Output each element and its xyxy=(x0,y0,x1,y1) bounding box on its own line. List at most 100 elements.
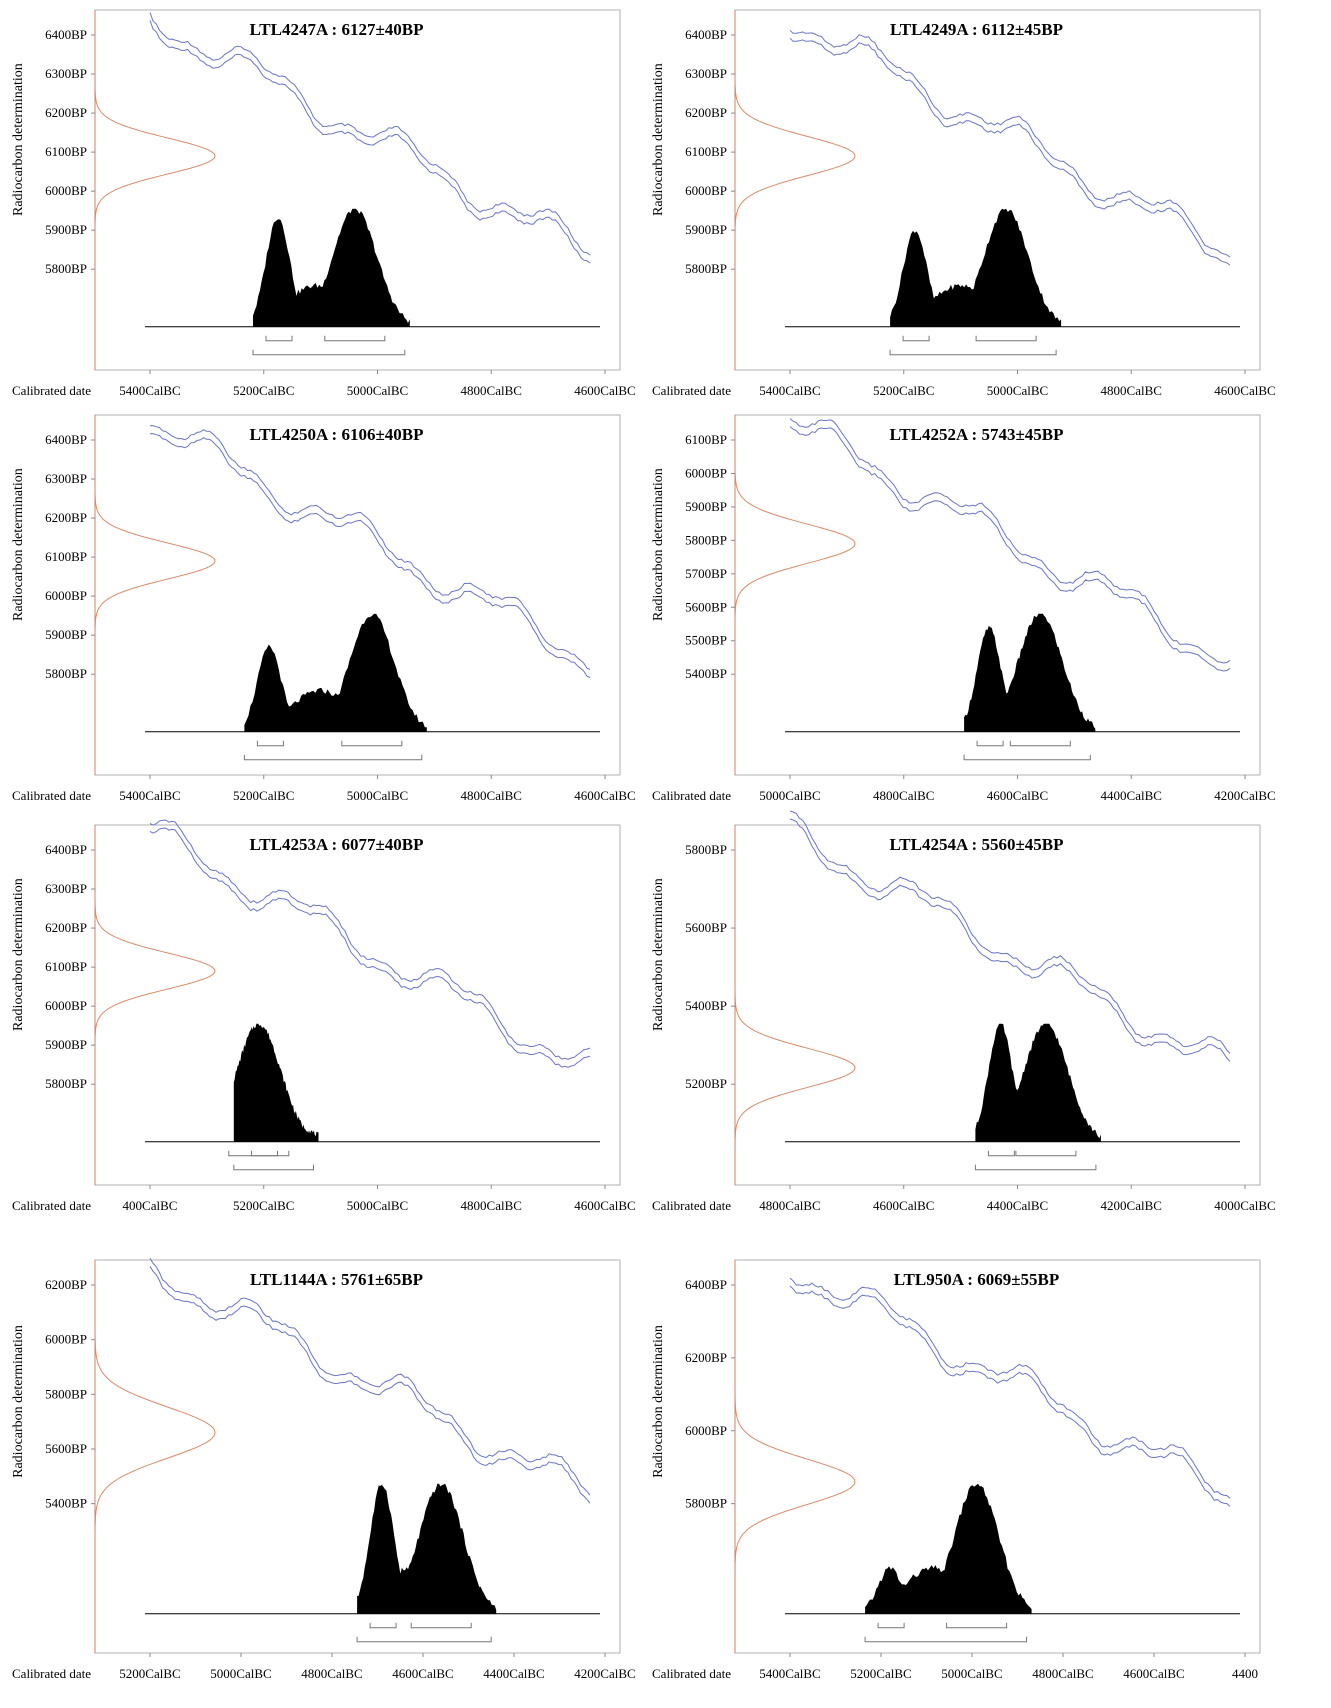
radiocarbon-distribution xyxy=(734,465,856,622)
calibration-panel: LTL4253A : 6077±40BP Radiocarbon determin… xyxy=(0,815,640,1213)
x-tick-label: 4800CalBC xyxy=(1032,1666,1093,1681)
calibrated-distribution xyxy=(357,1483,497,1614)
calibration-curve-lower xyxy=(149,827,591,1068)
x-tick-label: 4800CalBC xyxy=(461,788,522,803)
x-axis-label: Calibrated date xyxy=(652,788,731,803)
chart-svg: LTL4253A : 6077±40BP Radiocarbon determin… xyxy=(11,819,636,1213)
y-tick-label: 6200BP xyxy=(685,1350,727,1365)
chart-svg: LTL4249A : 6112±45BP Radiocarbon determin… xyxy=(651,9,1276,398)
x-axis-label: Calibrated date xyxy=(12,1198,91,1213)
y-tick-label: 6100BP xyxy=(45,549,87,564)
y-tick-label: 6200BP xyxy=(45,1277,87,1292)
y-tick-label: 6400BP xyxy=(685,1277,727,1292)
y-axis-label: Radiocarbon determination xyxy=(651,468,666,621)
x-tick-label: 4400CalBC xyxy=(987,1198,1048,1213)
x-tick-label: 4200CalBC xyxy=(1214,788,1275,803)
x-tick-label: 5200CalBC xyxy=(233,1198,294,1213)
x-axis-label: Calibrated date xyxy=(12,788,91,803)
x-tick-label: 4600CalBC xyxy=(574,788,635,803)
calibrated-distribution xyxy=(233,1023,319,1142)
y-tick-label: 5800BP xyxy=(685,532,727,547)
x-tick-label: 5000CalBC xyxy=(987,383,1048,398)
y-tick-label: 5900BP xyxy=(685,222,727,237)
chart-title: LTL4252A : 5743±45BP xyxy=(889,425,1063,444)
calibrated-distribution xyxy=(964,613,1096,732)
calibration-curve-lower xyxy=(149,20,591,264)
calibration-curve-lower xyxy=(789,426,1231,672)
x-tick-label: 4600CalBC xyxy=(873,1198,934,1213)
x-axis-label: Calibrated date xyxy=(652,1666,731,1681)
calibration-curve-lower xyxy=(789,818,1231,1062)
y-tick-label: 6000BP xyxy=(685,1423,727,1438)
chart-title: LTL4250A : 6106±40BP xyxy=(249,425,423,444)
y-axis-label: Radiocarbon determination xyxy=(651,878,666,1031)
x-tick-label: 4800CalBC xyxy=(461,1198,522,1213)
chart-svg: LTL4252A : 5743±45BP Radiocarbon determin… xyxy=(651,414,1276,803)
x-tick-label: 5000CalBC xyxy=(210,1666,271,1681)
y-tick-label: 5800BP xyxy=(685,261,727,276)
y-tick-label: 6200BP xyxy=(45,510,87,525)
radiocarbon-distribution xyxy=(94,1330,216,1535)
y-tick-label: 5800BP xyxy=(45,261,87,276)
range-bracket-68-a xyxy=(877,1622,905,1629)
x-tick-label: 5400CalBC xyxy=(119,788,180,803)
y-tick-label: 5800BP xyxy=(45,666,87,681)
calibration-curve-upper xyxy=(789,418,1231,664)
x-tick-label: 4000CalBC xyxy=(1214,1198,1275,1213)
plot-frame xyxy=(94,824,621,1186)
chart-title: LTL4254A : 5560±45BP xyxy=(889,835,1063,854)
range-bracket-68-a xyxy=(987,1150,1015,1157)
y-tick-label: 6200BP xyxy=(45,920,87,935)
y-tick-label: 6400BP xyxy=(45,432,87,447)
calibrated-distribution xyxy=(975,1023,1101,1142)
range-bracket-95 xyxy=(974,1164,1097,1171)
y-tick-label: 5600BP xyxy=(685,920,727,935)
x-tick-label: 5200CalBC xyxy=(873,383,934,398)
chart-title: LTL950A : 6069±55BP xyxy=(894,1270,1060,1289)
chart-title: LTL1144A : 5761±65BP xyxy=(250,1270,423,1289)
x-tick-label: 5200CalBC xyxy=(233,383,294,398)
y-tick-label: 6000BP xyxy=(45,1332,87,1347)
x-tick-label: 4600CalBC xyxy=(392,1666,453,1681)
x-tick-label: 4800CalBC xyxy=(301,1666,362,1681)
calibrated-distribution xyxy=(244,613,427,732)
y-axis-label: Radiocarbon determination xyxy=(651,63,666,216)
y-tick-label: 6000BP xyxy=(685,183,727,198)
range-bracket-68-b xyxy=(228,1150,290,1157)
x-tick-label: 4400CalBC xyxy=(483,1666,544,1681)
chart-title: LTL4247A : 6127±40BP xyxy=(249,20,423,39)
y-tick-label: 6000BP xyxy=(45,588,87,603)
y-tick-label: 6300BP xyxy=(685,66,727,81)
calibration-panel: LTL4247A : 6127±40BP Radiocarbon determin… xyxy=(0,0,640,398)
y-tick-label: 5900BP xyxy=(45,222,87,237)
y-tick-label: 5600BP xyxy=(45,1441,87,1456)
range-bracket-68-b xyxy=(946,1622,1008,1629)
y-tick-label: 6400BP xyxy=(685,27,727,42)
radiocarbon-distribution xyxy=(94,83,216,229)
calibration-curve-lower xyxy=(149,433,591,678)
range-bracket-68-a xyxy=(976,740,1004,747)
range-bracket-95 xyxy=(243,754,423,761)
y-axis-label: Radiocarbon determination xyxy=(11,468,26,621)
y-tick-label: 6400BP xyxy=(45,842,87,857)
range-bracket-68-b xyxy=(1015,1150,1077,1157)
y-axis-label: Radiocarbon determination xyxy=(11,1325,26,1478)
chart-svg: LTL4247A : 6127±40BP Radiocarbon determin… xyxy=(11,9,636,398)
x-axis-label: Calibrated date xyxy=(652,383,731,398)
x-tick-label: 5400CalBC xyxy=(119,383,180,398)
calibration-curve-upper xyxy=(149,12,591,256)
calibration-curve-upper xyxy=(149,1258,591,1496)
calibration-curve-upper xyxy=(149,819,591,1060)
x-tick-label: 4600CalBC xyxy=(574,383,635,398)
y-axis-label: Radiocarbon determination xyxy=(11,63,26,216)
x-tick-label: 4200CalBC xyxy=(574,1666,635,1681)
calibration-curve-lower xyxy=(789,37,1231,266)
x-tick-label: 4800CalBC xyxy=(461,383,522,398)
x-tick-label: 4400CalBC xyxy=(1101,788,1162,803)
range-bracket-95 xyxy=(963,754,1091,761)
y-tick-label: 6300BP xyxy=(45,66,87,81)
y-axis-label: Radiocarbon determination xyxy=(11,878,26,1031)
x-axis-label: Calibrated date xyxy=(652,1198,731,1213)
x-axis-label: Calibrated date xyxy=(12,383,91,398)
x-tick-label: 5400CalBC xyxy=(759,1666,820,1681)
